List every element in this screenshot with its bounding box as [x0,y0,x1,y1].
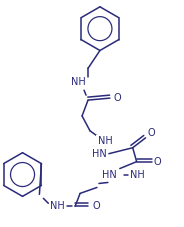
Text: HN: HN [102,170,117,180]
Text: O: O [148,128,155,138]
Text: O: O [114,93,122,103]
Text: NH: NH [50,201,65,211]
Text: NH: NH [130,170,145,180]
Text: NH: NH [98,136,112,146]
Text: NH: NH [71,77,86,87]
Text: O: O [154,157,161,167]
Text: O: O [92,201,100,211]
Text: HN: HN [92,149,106,159]
